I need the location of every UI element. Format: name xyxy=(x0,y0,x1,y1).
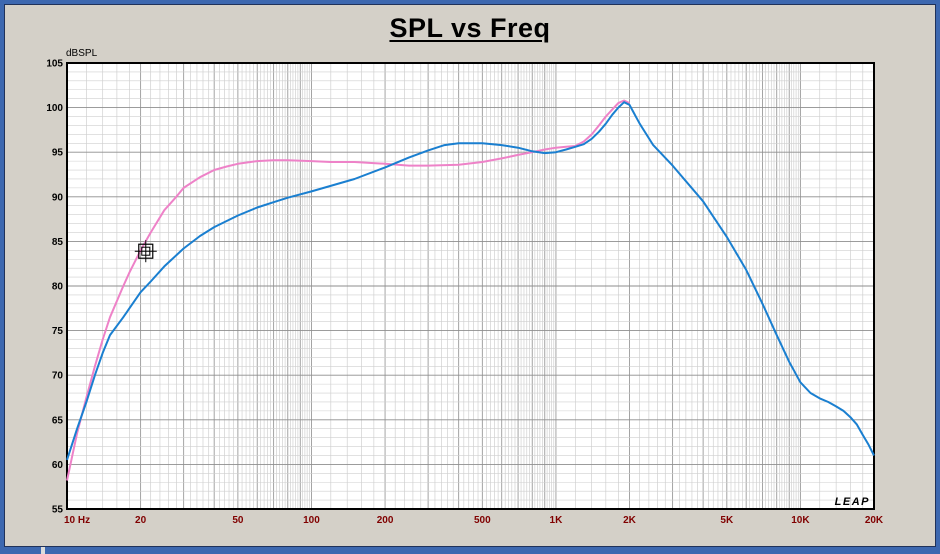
x-tick-label: 10 Hz xyxy=(64,515,90,526)
x-tick-label: 20 xyxy=(135,515,147,526)
series-line-2 xyxy=(66,101,875,461)
x-tick-label: 10K xyxy=(791,515,810,526)
y-tick-label: 105 xyxy=(46,59,63,70)
x-tick-label: 50 xyxy=(232,515,244,526)
y-tick-labels: 55 60 65 70 75 80 85 90 95 100 105 xyxy=(46,59,63,516)
series-group xyxy=(66,99,875,481)
y-tick-label: 90 xyxy=(52,192,64,203)
strip-notch xyxy=(41,547,45,554)
y-tick-label: 55 xyxy=(52,505,64,516)
x-tick-label: 2K xyxy=(623,515,637,526)
x-tick-label: 1K xyxy=(550,515,564,526)
chart-title: SPL vs Freq xyxy=(389,13,551,43)
y-tick-label: 95 xyxy=(52,148,64,159)
x-tick-label: 100 xyxy=(303,515,320,526)
x-tick-label: 20K xyxy=(865,515,884,526)
x-tick-label: 5K xyxy=(720,515,734,526)
y-tick-label: 80 xyxy=(52,282,64,293)
cursor-marker xyxy=(134,240,157,263)
bottom-strip xyxy=(0,547,940,554)
y-tick-label: 75 xyxy=(52,326,64,337)
y-tick-label: 70 xyxy=(52,371,64,382)
y-tick-label: 65 xyxy=(52,415,64,426)
x-tick-label: 200 xyxy=(377,515,394,526)
plot-border xyxy=(66,62,875,510)
x-tick-labels: 10 Hz 20 50 100 200 500 1K 2K 5K 10K 20K xyxy=(64,515,884,526)
y-tick-label: 100 xyxy=(46,103,63,114)
y-tick-label: 85 xyxy=(52,237,64,248)
series-line-1 xyxy=(66,99,630,481)
x-tick-label: 500 xyxy=(474,515,491,526)
y-axis-label: dBSPL xyxy=(66,48,98,59)
leap-watermark: LEAP xyxy=(835,496,870,508)
y-tick-label: 60 xyxy=(52,460,64,471)
